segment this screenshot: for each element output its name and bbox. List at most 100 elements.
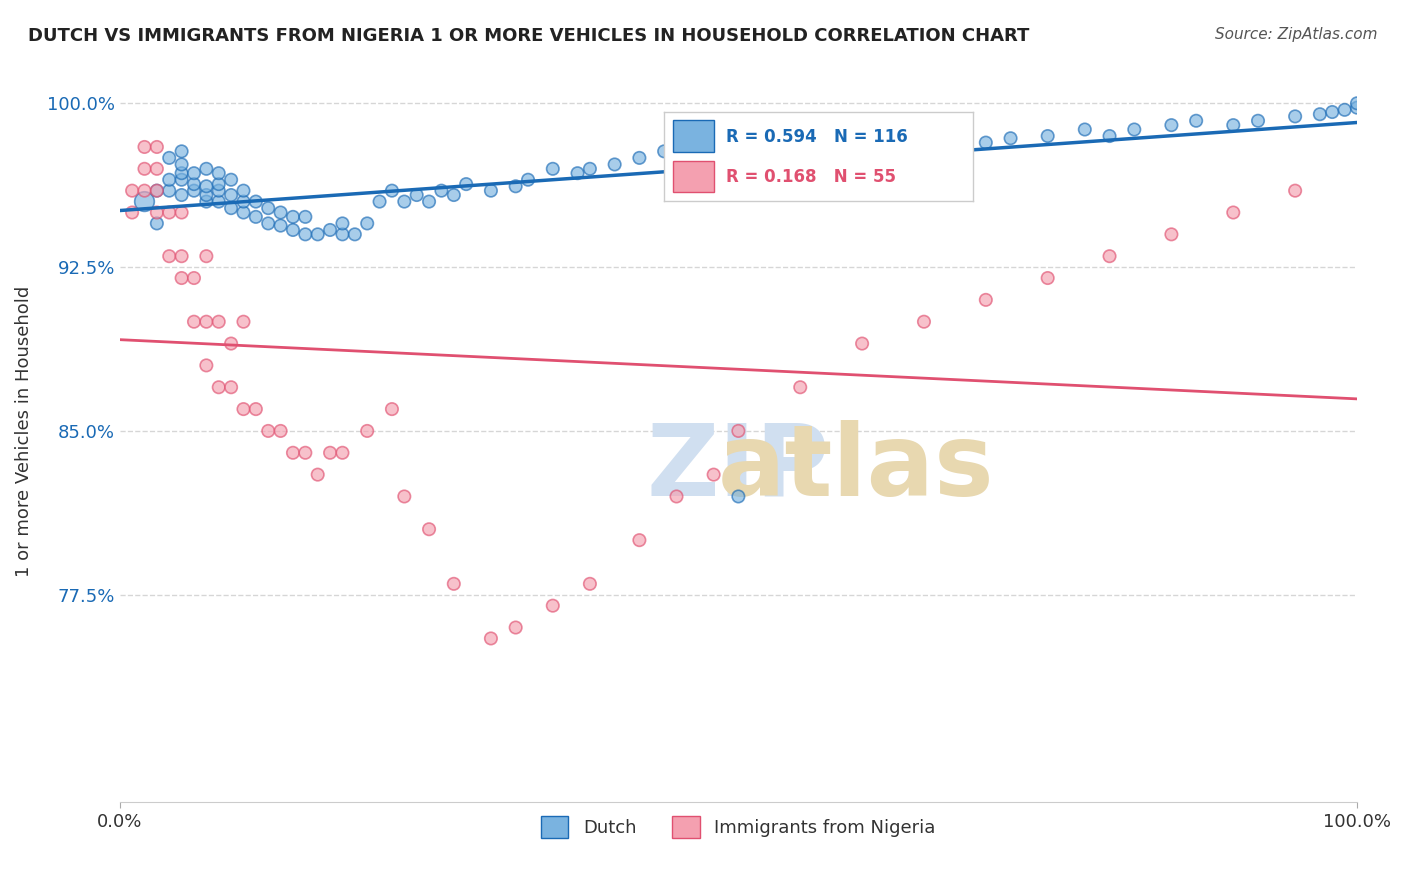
Point xyxy=(183,184,205,198)
Point xyxy=(418,194,440,209)
Point xyxy=(195,188,218,202)
Point xyxy=(208,166,231,180)
Point xyxy=(219,188,242,202)
Point xyxy=(219,336,242,351)
Point xyxy=(281,223,304,237)
Point xyxy=(1185,113,1208,128)
Point xyxy=(1074,122,1097,136)
Point xyxy=(1309,107,1331,121)
Point xyxy=(170,166,193,180)
Point xyxy=(368,194,391,209)
Point xyxy=(1333,103,1355,117)
Point xyxy=(121,184,143,198)
Point xyxy=(121,205,143,219)
Point xyxy=(307,227,329,242)
Point xyxy=(219,201,242,215)
Point xyxy=(665,490,688,504)
Point xyxy=(443,577,465,591)
Point xyxy=(567,166,589,180)
Point xyxy=(219,380,242,394)
Point xyxy=(170,249,193,263)
Point xyxy=(1284,109,1306,123)
Point xyxy=(1346,101,1368,115)
Point xyxy=(319,446,342,460)
Point xyxy=(270,424,292,438)
Point xyxy=(208,194,231,209)
Point xyxy=(219,172,242,186)
Point xyxy=(479,632,502,646)
Point xyxy=(665,157,688,171)
Point xyxy=(146,140,169,154)
Point xyxy=(294,210,316,224)
Point xyxy=(1222,205,1244,219)
Point xyxy=(232,184,254,198)
Point xyxy=(1036,271,1059,285)
Point xyxy=(281,210,304,224)
Point xyxy=(157,151,180,165)
Point xyxy=(232,205,254,219)
Point xyxy=(456,177,478,191)
Point xyxy=(851,151,873,165)
Point xyxy=(195,359,218,373)
Point xyxy=(727,490,749,504)
Point xyxy=(1000,131,1022,145)
Point xyxy=(394,194,416,209)
Point xyxy=(170,157,193,171)
Point xyxy=(851,336,873,351)
Point xyxy=(443,188,465,202)
Point xyxy=(146,216,169,230)
Point xyxy=(232,194,254,209)
Point xyxy=(170,172,193,186)
Point xyxy=(195,179,218,194)
Point xyxy=(208,184,231,198)
Point xyxy=(789,145,811,159)
Point xyxy=(332,446,354,460)
Point xyxy=(281,446,304,460)
Point xyxy=(418,522,440,536)
Point xyxy=(170,271,193,285)
Point xyxy=(652,145,675,159)
Point xyxy=(134,161,156,176)
Point xyxy=(876,145,898,159)
Point xyxy=(294,446,316,460)
Point xyxy=(343,227,366,242)
Point xyxy=(950,140,973,154)
Point xyxy=(394,490,416,504)
Y-axis label: 1 or more Vehicles in Household: 1 or more Vehicles in Household xyxy=(15,285,32,576)
Point xyxy=(356,216,378,230)
Point xyxy=(257,424,280,438)
Point xyxy=(170,145,193,159)
Point xyxy=(332,216,354,230)
Point xyxy=(1322,105,1344,120)
Point xyxy=(195,315,218,329)
Point xyxy=(245,210,267,224)
Point xyxy=(405,188,427,202)
Point xyxy=(245,402,267,417)
Point xyxy=(752,151,775,165)
Point xyxy=(727,424,749,438)
Point xyxy=(307,467,329,482)
Point xyxy=(257,216,280,230)
Point xyxy=(381,184,404,198)
Point xyxy=(1222,118,1244,132)
Text: ZIP: ZIP xyxy=(647,419,830,516)
Point xyxy=(134,140,156,154)
Point xyxy=(157,205,180,219)
Point xyxy=(232,315,254,329)
Point xyxy=(134,184,156,198)
Point xyxy=(517,172,540,186)
Point xyxy=(579,577,602,591)
Point xyxy=(183,166,205,180)
Point xyxy=(1160,118,1182,132)
Point xyxy=(912,136,935,150)
Point xyxy=(603,157,626,171)
Point xyxy=(1346,96,1368,111)
Point xyxy=(157,249,180,263)
Point xyxy=(505,179,527,194)
Point xyxy=(479,184,502,198)
Point xyxy=(208,177,231,191)
Point xyxy=(332,227,354,242)
Point xyxy=(195,194,218,209)
Point xyxy=(1098,129,1121,144)
Point xyxy=(628,151,651,165)
